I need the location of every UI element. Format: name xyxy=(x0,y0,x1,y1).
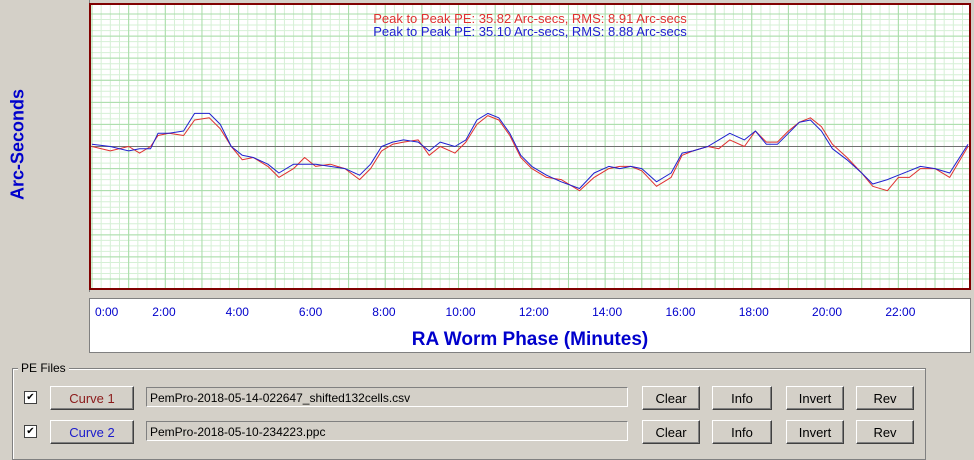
curve-1-rev-button[interactable]: Rev xyxy=(856,386,914,410)
x-tick-label: 4:00 xyxy=(225,305,249,319)
x-tick-label: 14:00 xyxy=(592,305,623,319)
x-tick-label: 6:00 xyxy=(298,305,323,319)
x-tick-label: 0:00 xyxy=(95,305,119,319)
curve-2-checkbox[interactable]: ✔ xyxy=(24,425,37,438)
curve-1-clear-button[interactable]: Clear xyxy=(642,386,700,410)
x-tick-label: 18:00 xyxy=(738,305,769,319)
x-tick-label: 12:00 xyxy=(518,305,549,319)
series-line-curve-1 xyxy=(91,115,969,192)
y-axis-panel: Arc-Seconds 60.050.040.030.020.010.00.0-… xyxy=(0,0,966,292)
curve-1-info-button[interactable]: Info xyxy=(712,386,772,410)
curve-1-invert-button[interactable]: Invert xyxy=(786,386,844,410)
plot-area: Peak to Peak PE: 35.82 Arc-secs, RMS: 8.… xyxy=(89,3,971,290)
curve-2-rev-button[interactable]: Rev xyxy=(856,420,914,444)
pe-chart xyxy=(91,5,969,288)
curve-2-info-button[interactable]: Info xyxy=(712,420,772,444)
curve-1-filename[interactable]: PemPro-2018-05-14-022647_shifted132cells… xyxy=(146,387,628,407)
x-tick-label: 16:00 xyxy=(665,305,696,319)
pe-file-row-2: ✔ Curve 2 PemPro-2018-05-10-234223.ppc C… xyxy=(24,420,924,446)
x-tick-label: 2:00 xyxy=(152,305,176,319)
y-axis-label: Arc-Seconds xyxy=(7,88,28,201)
curve-2-filename[interactable]: PemPro-2018-05-10-234223.ppc xyxy=(146,421,628,441)
pe-files-group xyxy=(12,368,926,460)
curve-2-clear-button[interactable]: Clear xyxy=(642,420,700,444)
x-tick-label: 22:00 xyxy=(885,305,916,319)
curve-1-button[interactable]: Curve 1 xyxy=(50,386,134,410)
curve-2-stats: Peak to Peak PE: 35.10 Arc-secs, RMS: 8.… xyxy=(373,24,687,39)
x-tick-label: 20:00 xyxy=(812,305,843,319)
pe-files-title: PE Files xyxy=(18,361,69,375)
curve-1-stats: Peak to Peak PE: 35.82 Arc-secs, RMS: 8.… xyxy=(373,11,687,26)
x-tick-label: 10:00 xyxy=(445,305,476,319)
x-axis-label: RA Worm Phase (Minutes) xyxy=(411,329,649,350)
curve-1-checkbox[interactable]: ✔ xyxy=(24,391,37,404)
series-line-curve-2 xyxy=(91,112,969,189)
curve-2-invert-button[interactable]: Invert xyxy=(786,420,844,444)
pe-file-row-1: ✔ Curve 1 PemPro-2018-05-14-022647_shift… xyxy=(24,386,924,412)
curve-2-button[interactable]: Curve 2 xyxy=(50,420,134,444)
x-axis-panel: 0:00 2:00 4:00 6:00 8:00 10:00 12:00 14:00 16:00… xyxy=(89,298,971,353)
x-tick-label: 8:00 xyxy=(372,305,396,319)
